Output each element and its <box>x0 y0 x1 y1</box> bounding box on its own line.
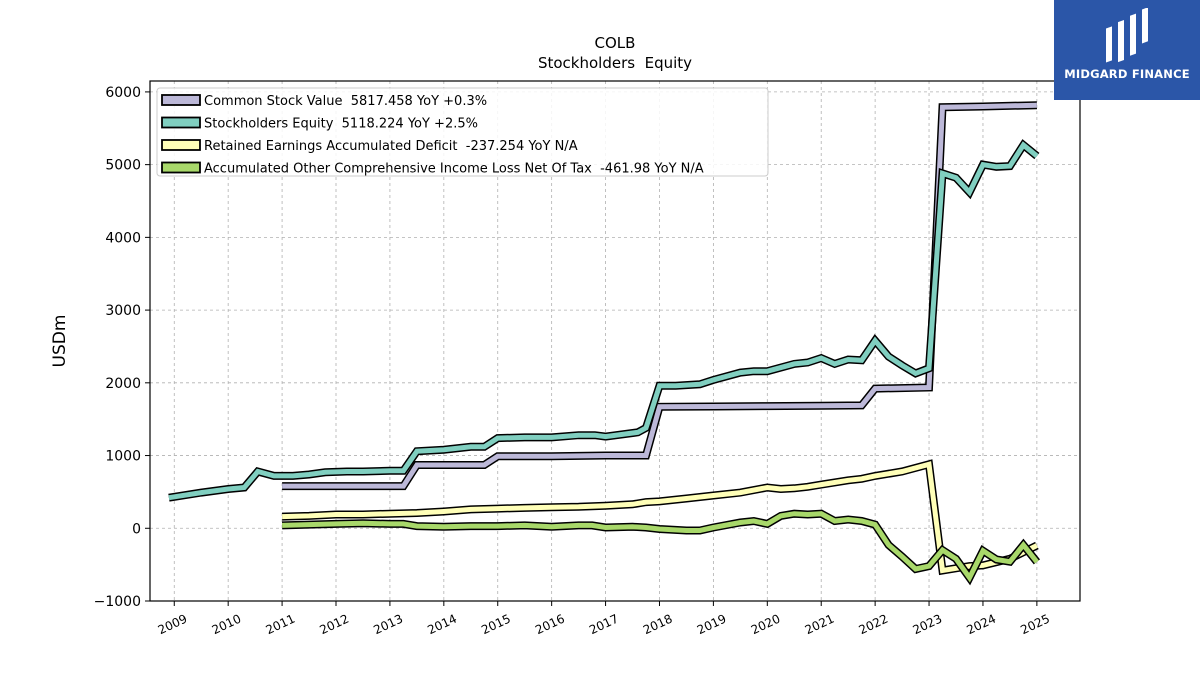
x-tick-label: 2025 <box>1018 612 1052 638</box>
legend-swatch <box>161 116 201 129</box>
legend: Common Stock Value 5817.458 YoY +0.3% Sto… <box>156 87 769 177</box>
y-tick-label: 2000 <box>105 376 141 392</box>
chart-subtitle: Stockholders Equity <box>538 54 692 72</box>
x-tick-label: 2011 <box>264 612 298 638</box>
x-tick-label: 2023 <box>911 612 945 638</box>
legend-swatch <box>161 94 201 106</box>
x-tick-label: 2018 <box>641 612 675 638</box>
x-tick-label: 2012 <box>318 612 352 638</box>
x-tick-label: 2016 <box>533 612 567 638</box>
midgard-logo: MIDGARD FINANCE <box>1054 0 1200 100</box>
y-tick-label: −1000 <box>94 594 141 610</box>
legend-entry: Common Stock Value 5817.458 YoY +0.3% <box>204 94 487 109</box>
y-axis-label: USDm <box>50 315 70 368</box>
legend-entry: Stockholders Equity 5118.224 YoY +2.5% <box>204 117 478 132</box>
x-tick-label: 2009 <box>156 612 190 638</box>
chart-title: COLB <box>595 34 636 52</box>
y-tick-label: 1000 <box>105 449 141 465</box>
series-lines <box>168 101 1041 586</box>
legend-entry: Accumulated Other Comprehensive Income L… <box>204 162 704 177</box>
x-tick-label: 2013 <box>371 612 405 638</box>
x-tick-label: 2014 <box>425 612 459 638</box>
series-line <box>282 102 1037 489</box>
plot-frame <box>149 80 1081 602</box>
x-tick-label: 2015 <box>479 612 513 638</box>
legend-entry: Retained Earnings Accumulated Deficit -2… <box>204 139 578 154</box>
legend-swatch <box>161 161 201 174</box>
midgard-mark-icon <box>1106 8 1148 63</box>
x-tick-label: 2022 <box>857 612 891 638</box>
x-tick-label: 2021 <box>803 612 837 638</box>
y-tick-label: 6000 <box>105 85 141 101</box>
x-tick-label: 2020 <box>749 612 783 638</box>
x-tick-label: 2024 <box>964 612 998 638</box>
x-tick-label: 2017 <box>587 612 621 638</box>
legend-swatch <box>161 139 201 151</box>
logo-text: MIDGARD FINANCE <box>1064 67 1190 81</box>
series-line <box>282 461 1039 574</box>
y-tick-label: 3000 <box>105 303 141 319</box>
y-tick-label: 0 <box>132 521 141 537</box>
series-line-outline <box>168 139 1040 502</box>
x-tick-label: 2010 <box>210 612 244 638</box>
series-line <box>168 141 1039 501</box>
x-tick-label: 2019 <box>695 612 729 638</box>
series-line-outline <box>281 459 1039 576</box>
legend-box <box>156 87 769 177</box>
series-line <box>282 511 1039 583</box>
y-tick-label: 4000 <box>105 230 141 246</box>
y-tick-label: 5000 <box>105 158 141 174</box>
